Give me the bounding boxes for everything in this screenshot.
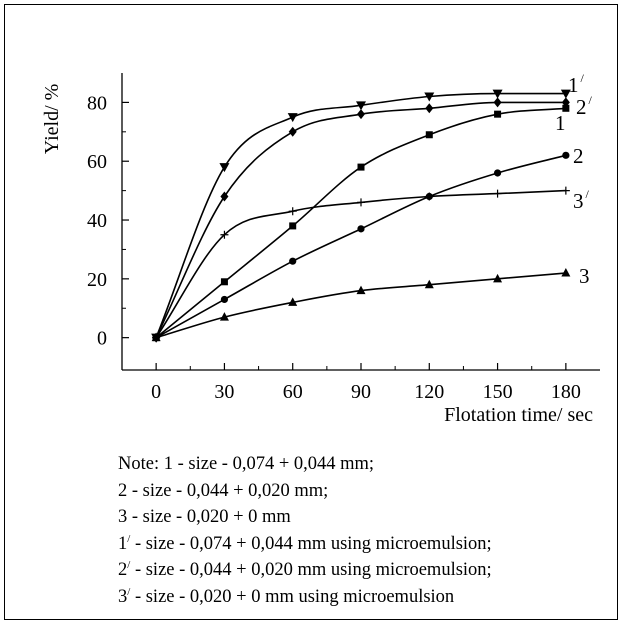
y-tick-label: 80	[87, 92, 107, 114]
series-1-point	[357, 163, 365, 171]
y-tick-label: 40	[87, 210, 107, 232]
chart-curve-labels: 12 3 1/2/3/	[555, 71, 593, 288]
series-3-point	[219, 312, 229, 321]
x-tick-label: 90	[351, 381, 371, 403]
series-1-point	[289, 222, 297, 230]
series-3-prime-point	[288, 207, 297, 216]
series-3-prime-point	[220, 230, 229, 239]
y-tick-label: 20	[87, 269, 107, 291]
y-tick-label: 60	[87, 151, 107, 173]
series-3-point	[493, 273, 503, 283]
series-2-curve	[155, 154, 567, 339]
series-2-prime-point	[561, 97, 570, 108]
series-1-prime-point	[356, 101, 366, 111]
chart-markers	[151, 89, 571, 343]
series-2-prime-point	[425, 103, 434, 114]
y-axis-label: Yield/ %	[41, 84, 63, 155]
curve-label-3: 3	[579, 264, 590, 288]
series-2-point	[562, 151, 570, 159]
series-1-prime-point	[219, 163, 230, 173]
series-3-curve	[155, 272, 566, 339]
x-tick-label: 180	[551, 381, 581, 403]
series-1-prime-curve	[155, 92, 566, 338]
y-tick-label: 0	[97, 328, 107, 350]
series-1-point	[220, 278, 228, 286]
chart-notes: Note: 1 - size - 0,074 + 0,044 mm; 2 - si…	[118, 451, 613, 610]
series-2-prime-point	[493, 97, 502, 108]
series-2-point	[357, 225, 365, 233]
chart-curves	[155, 92, 567, 339]
x-tick-label: 120	[414, 381, 444, 403]
series-2-point	[289, 257, 297, 265]
chart-axes: 0 20 40 60 80 0 30 60 90 120 150 180	[87, 73, 600, 403]
series-1-prime-point	[287, 113, 298, 123]
series-2-prime-point	[288, 126, 297, 137]
series-3-point	[288, 297, 298, 306]
series-3-prime-point	[493, 189, 502, 198]
note-line: 2/ - size - 0,044 + 0,020 mm using micro…	[118, 559, 492, 581]
note-line: 3 - size - 0,020 + 0 mm	[118, 507, 291, 527]
series-1-point	[494, 110, 502, 118]
series-1-prime-point	[560, 89, 571, 99]
series-2-point	[493, 169, 502, 177]
note-line: 3/ - size - 0,020 + 0 mm using microemul…	[118, 585, 455, 607]
series-1-prime-point	[424, 92, 435, 102]
x-tick-label: 60	[283, 381, 303, 403]
series-3-prime-point	[152, 333, 161, 342]
series-3-point	[561, 267, 571, 277]
series-2-point	[220, 295, 229, 304]
series-3-prime-curve	[155, 189, 566, 339]
curve-label-3-prime: 3/	[573, 187, 590, 213]
series-3-prime-point	[425, 192, 434, 201]
note-line: Note: 1 - size - 0,074 + 0,044 mm;	[118, 454, 375, 474]
series-3-point	[424, 279, 434, 289]
series-2-prime-point	[220, 191, 229, 202]
figure-frame	[4, 4, 618, 620]
series-3-prime-point	[561, 186, 570, 195]
curve-label-1-prime: 1/	[568, 71, 585, 97]
x-tick-label: 150	[483, 381, 513, 403]
curve-label-2: 2	[573, 144, 584, 168]
x-tick-label: 0	[151, 381, 161, 403]
series-3-point	[356, 285, 366, 295]
curve-label-2-prime: 2/	[576, 93, 593, 119]
x-tick-label: 30	[214, 381, 234, 403]
series-1-point	[562, 104, 570, 112]
series-1-prime-point	[492, 89, 503, 99]
series-1-point	[425, 131, 433, 139]
x-axis-label: Flotation time/ sec	[444, 404, 593, 426]
note-line: 1/ - size - 0,074 + 0,044 mm using micro…	[118, 532, 492, 554]
curve-label-1: 1	[555, 111, 566, 135]
series-3-prime-point	[357, 198, 365, 207]
note-line: 2 - size - 0,044 + 0,020 mm;	[118, 480, 329, 501]
series-2-prime-point	[357, 109, 365, 120]
